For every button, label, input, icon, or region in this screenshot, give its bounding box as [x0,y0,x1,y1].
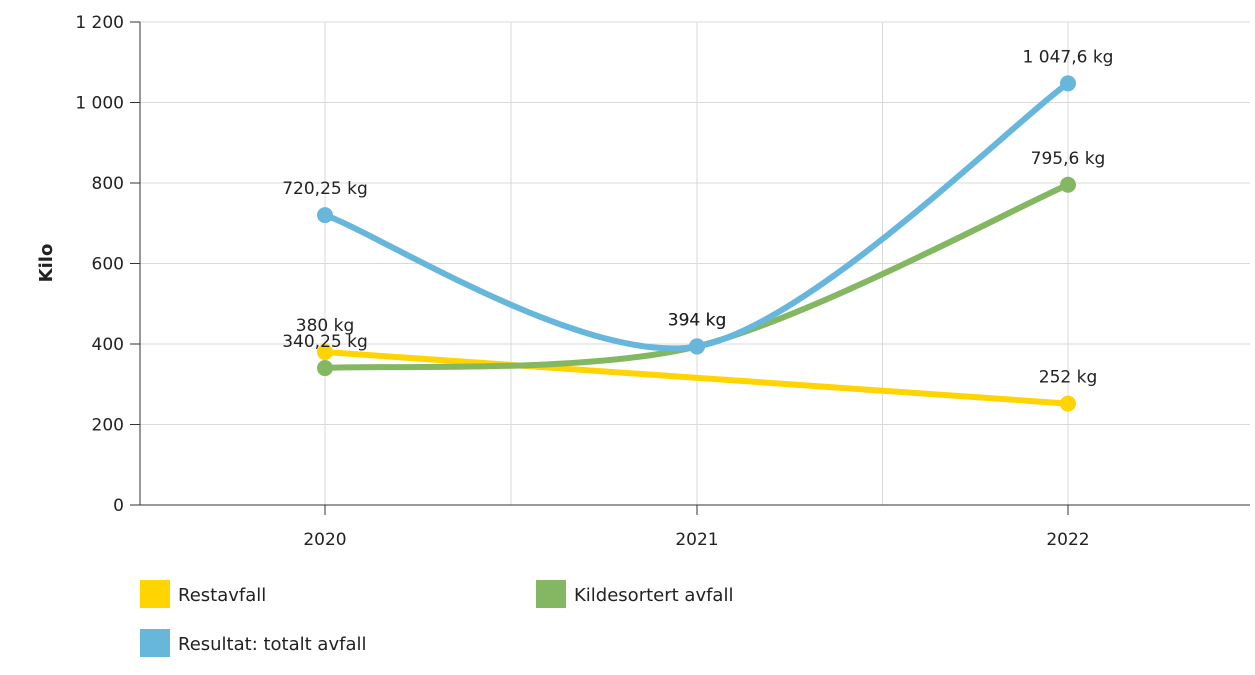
x-tick-label: 2020 [303,530,346,550]
axes: 0 200 400 600 800 1 000 1 200 2020 2021 2022 [75,13,1250,550]
y-tick-label: 800 [92,174,124,194]
legend-label: Restavfall [178,585,266,606]
data-labels: 380 kg 252 kg 340,25 kg 394 kg 795,6 kg 720,2… [282,47,1113,387]
series [317,75,1076,412]
data-point-resultat-totalt-avfall[interactable] [317,207,333,224]
y-tick-label: 200 [92,416,124,436]
legend-swatch [140,629,170,657]
legend-swatch [140,580,170,608]
y-tick-label: 0 [113,496,124,516]
data-label: 252 kg [1039,368,1098,388]
legend-label: Resultat: totalt avfall [178,634,366,655]
y-tick-label: 1 200 [75,13,124,33]
legend-item-resultat-totalt-avfall[interactable]: Resultat: totalt avfall [140,629,366,657]
data-label: 340,25 kg [282,332,368,352]
data-point-resultat-totalt-avfall[interactable] [1060,75,1076,92]
data-label: 380 kg [296,316,355,336]
data-point-resultat-totalt-avfall[interactable] [689,338,705,355]
legend-item-kildesortert-avfall[interactable]: Kildesortert avfall [536,580,733,608]
legend[interactable]: Restavfall Kildesortert avfall Resultat: t… [140,580,733,657]
x-tick-label: 2022 [1046,530,1089,550]
grid [140,21,1250,505]
legend-swatch [536,580,566,608]
y-axis-title: Kilo [36,244,57,283]
data-point-restavfall[interactable] [1060,395,1076,412]
data-point-kildesortert-avfall[interactable] [1060,176,1076,193]
data-label: 394 kg [668,310,727,330]
y-tick-label: 1 000 [75,94,124,114]
data-label: 394 kg [668,310,727,330]
data-point-restavfall[interactable] [317,344,333,361]
legend-item-restavfall[interactable]: Restavfall [140,580,266,608]
data-point-kildesortert-avfall[interactable] [317,360,333,377]
series-line-restavfall [322,349,1071,407]
y-tick-label: 400 [92,335,124,355]
data-label: 795,6 kg [1031,149,1106,169]
x-tick-label: 2021 [675,530,718,550]
y-tick-label: 600 [92,255,124,275]
data-label: 720,25 kg [282,179,368,199]
data-label: 1 047,6 kg [1023,47,1114,67]
legend-label: Kildesortert avfall [574,585,733,606]
